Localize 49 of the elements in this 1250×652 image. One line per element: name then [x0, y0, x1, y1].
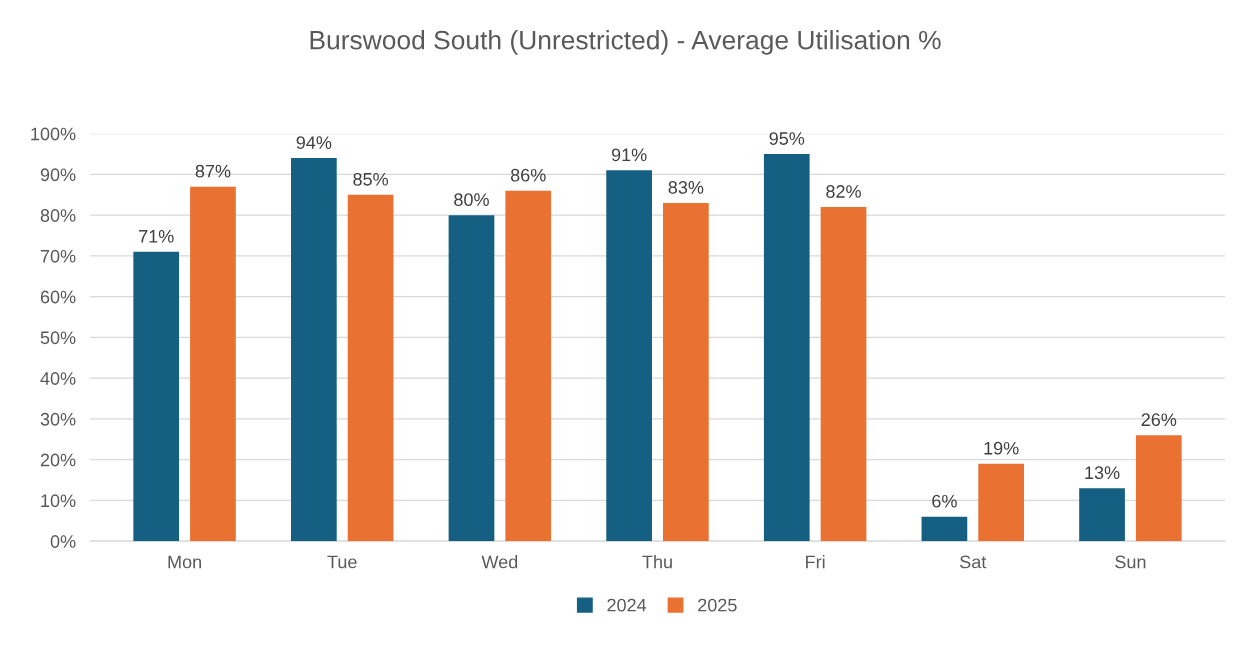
data-label: 26%	[1141, 413, 1177, 427]
x-tick-label: Fri	[806, 555, 825, 569]
y-tick-label: 10%	[41, 494, 76, 508]
x-tick-label: Sat	[960, 555, 987, 569]
x-tick-label: Thu	[642, 555, 672, 569]
bar	[820, 207, 867, 542]
y-tick-label: 60%	[40, 290, 76, 304]
bar	[505, 190, 552, 542]
data-label: 94%	[296, 136, 332, 149]
legend-label: 2025	[698, 598, 737, 612]
bar	[347, 194, 394, 542]
bar	[663, 202, 709, 542]
y-tick-label: 0%	[50, 535, 76, 548]
y-tick-label: 90%	[40, 168, 76, 182]
bar	[448, 215, 495, 542]
x-tick-label: Mon	[168, 555, 201, 569]
data-label: 95%	[769, 132, 805, 145]
data-label: 83%	[668, 181, 704, 194]
y-tick-label: 20%	[40, 453, 76, 467]
x-tick-label: Wed	[481, 555, 518, 569]
x-tick-label: Tue	[327, 555, 357, 569]
y-tick-label: 80%	[40, 209, 76, 222]
data-label: 6%	[932, 494, 957, 508]
y-tick-label: 70%	[40, 249, 76, 263]
data-label: 82%	[826, 185, 861, 198]
data-label: 19%	[984, 441, 1019, 455]
data-label: 86%	[510, 168, 546, 182]
y-tick-label: 100%	[31, 127, 76, 141]
data-label: 80%	[454, 193, 489, 207]
data-label: 71%	[139, 230, 174, 243]
bar	[1079, 488, 1125, 542]
chart-title: Burswood South (Unrestricted) - Average Utilisation %	[310, 30, 941, 55]
y-tick-label: 30%	[40, 412, 76, 426]
bar	[978, 463, 1025, 542]
x-tick-label: Sun	[1115, 555, 1146, 569]
bar	[763, 154, 810, 542]
y-tick-label: 50%	[40, 331, 76, 345]
bar	[921, 516, 968, 542]
bar	[606, 170, 652, 542]
data-label: 87%	[195, 164, 231, 178]
bar	[133, 251, 180, 542]
y-tick-label: 40%	[40, 372, 76, 385]
bar	[290, 158, 337, 542]
data-label: 91%	[611, 148, 647, 162]
legend-label: 2024	[607, 598, 647, 612]
data-label: 85%	[353, 172, 389, 186]
bar	[190, 186, 236, 542]
bar	[1135, 435, 1182, 542]
data-label: 13%	[1085, 466, 1120, 480]
